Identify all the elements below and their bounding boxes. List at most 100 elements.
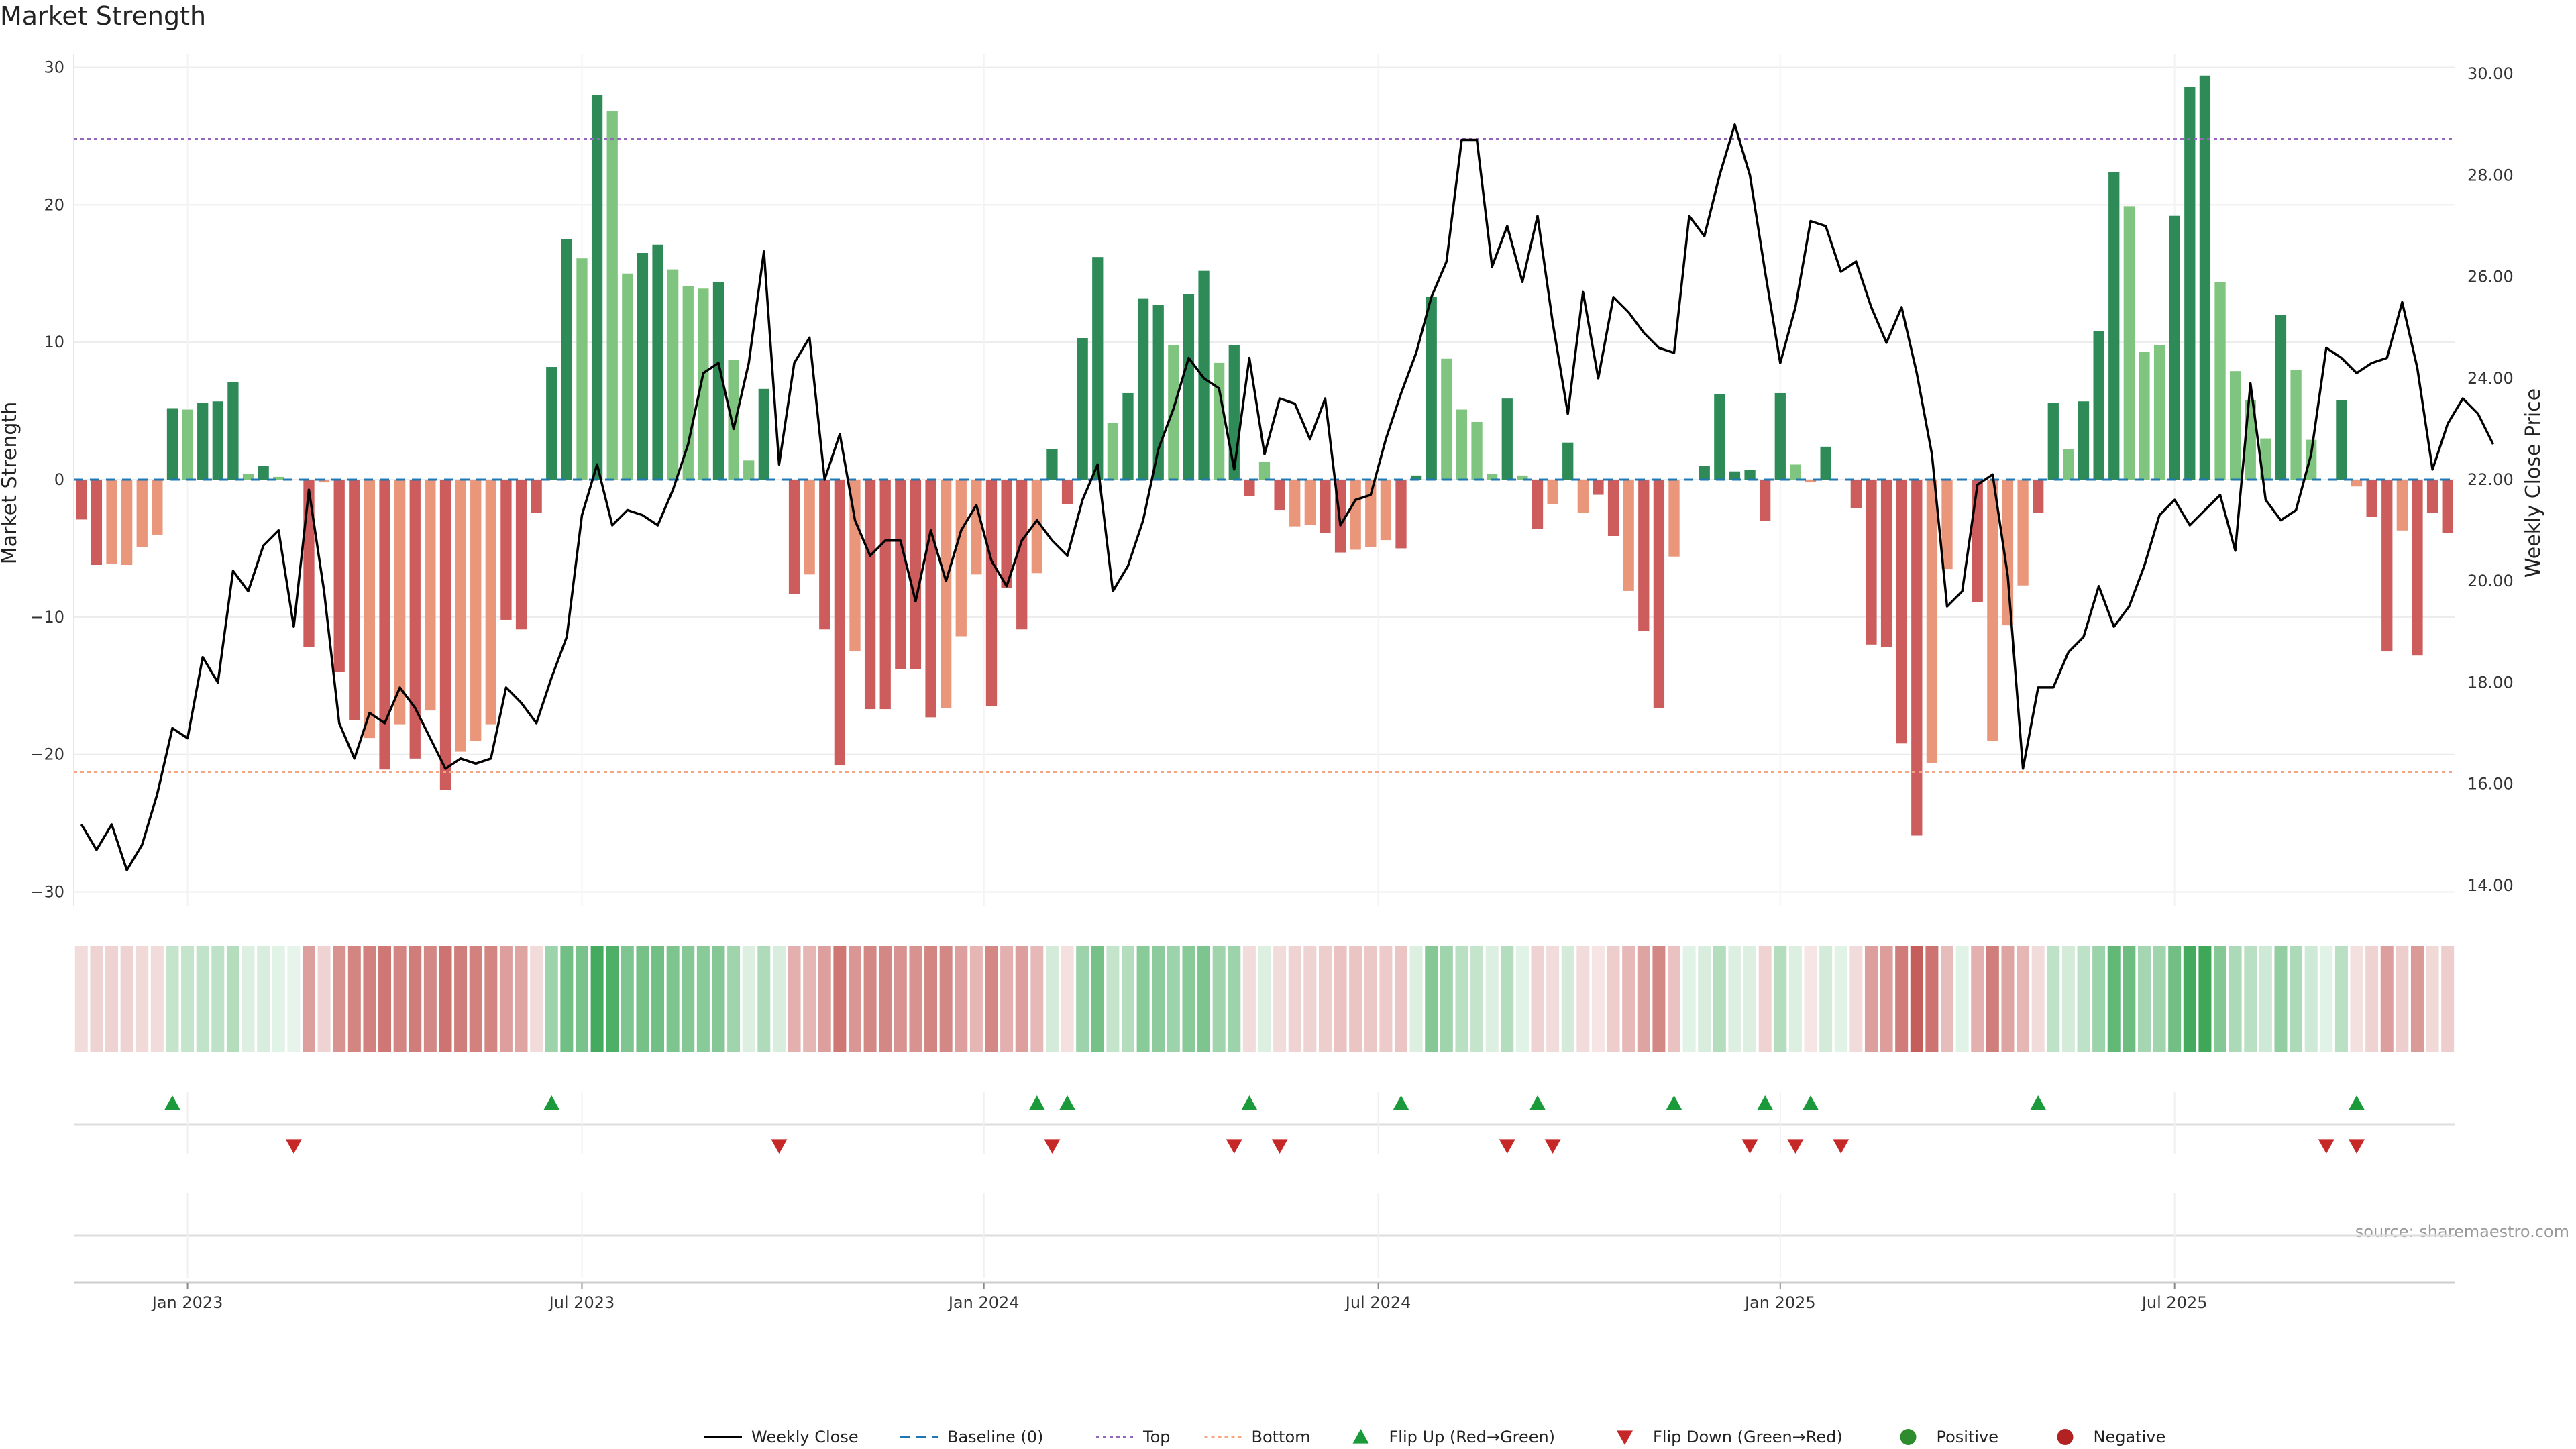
heat-cell (863, 946, 877, 1052)
heat-cell (712, 946, 725, 1052)
strength-bar (1941, 480, 1953, 570)
y-axis-label-right: Weekly Close Price (2522, 388, 2545, 578)
heat-cell (1774, 946, 1787, 1052)
heat-cell (1546, 946, 1560, 1052)
heat-cell (409, 946, 422, 1052)
strength-bar (2108, 172, 2120, 480)
heat-cell (1682, 946, 1696, 1052)
heat-cell (636, 946, 649, 1052)
heat-cell (1668, 946, 1681, 1052)
heat-cell (1349, 946, 1362, 1052)
strength-bar (849, 480, 861, 652)
strength-bar (152, 480, 163, 535)
strength-bar (2063, 449, 2074, 480)
strength-bar (1729, 471, 1741, 480)
heat-cell (682, 946, 695, 1052)
strength-bar (2290, 370, 2302, 480)
left-tick-label: 0 (54, 470, 64, 489)
strength-bar (2351, 480, 2363, 487)
heat-cell (1637, 946, 1650, 1052)
heat-cell (105, 946, 119, 1052)
strength-bar (591, 95, 603, 480)
strength-bar (1744, 470, 1756, 480)
strength-bar (182, 409, 193, 480)
heat-cell (1864, 946, 1878, 1052)
flip-down-marker (1271, 1139, 1288, 1154)
strength-bar (1228, 345, 1240, 480)
heat-cell (1379, 946, 1393, 1052)
strength-bar (76, 480, 87, 520)
strength-bar (637, 253, 649, 480)
strength-bar (1471, 421, 1483, 480)
heat-cell (499, 946, 513, 1052)
strength-bar (2306, 439, 2317, 480)
strength-bar (1258, 462, 1271, 480)
heat-cell (985, 946, 998, 1052)
strength-bar (971, 480, 982, 575)
flip-up-marker (2030, 1095, 2047, 1110)
heat-cell (651, 946, 665, 1052)
heat-cell (347, 946, 361, 1052)
strength-bar (1077, 338, 1088, 480)
heat-cell (2441, 946, 2455, 1052)
strength-bar (1183, 294, 1195, 480)
strength-bar (1774, 392, 1786, 480)
heat-cell (833, 946, 847, 1052)
strength-bar (1577, 480, 1589, 513)
legend: Weekly Close Baseline (0) Top Bottom Flip Up… (704, 1428, 2165, 1446)
flip-down-marker (1741, 1139, 1758, 1154)
heat-cell (1122, 946, 1134, 1052)
heat-cell (2107, 946, 2121, 1052)
strength-bar (895, 480, 906, 669)
heat-cell (1318, 946, 1332, 1052)
heat-cell (1485, 946, 1499, 1052)
left-tick-label: 20 (44, 195, 64, 214)
heat-cell (757, 946, 771, 1052)
strength-bar (1122, 392, 1134, 480)
strength-bar (1274, 480, 1285, 511)
strength-bar (2442, 480, 2453, 533)
strength-bar (166, 408, 178, 480)
heat-cell (2396, 946, 2409, 1052)
heat-cell (2274, 946, 2288, 1052)
heat-cell (2183, 946, 2196, 1052)
strength-bar (1107, 423, 1119, 480)
heat-cell (393, 946, 407, 1052)
strength-bar (561, 239, 573, 480)
flip-down-marker (1544, 1139, 1561, 1154)
heat-cell (1182, 946, 1195, 1052)
heat-cell (1228, 946, 1241, 1052)
heat-cell (317, 946, 331, 1052)
strength-bar (515, 480, 527, 630)
heat-cell (2334, 946, 2348, 1052)
heat-cell (1743, 946, 1757, 1052)
heat-strip (74, 946, 2455, 1052)
strength-bar (1668, 480, 1680, 557)
strength-bar (1547, 480, 1558, 504)
heat-cell (2259, 946, 2272, 1052)
heat-cell (955, 946, 968, 1052)
strength-bar (1638, 480, 1650, 631)
chart-title: Market Strength (0, 1, 207, 31)
source-credit: source: sharemaestro.com (2355, 1222, 2569, 1241)
left-tick-label: 30 (44, 58, 64, 76)
heat-cell (226, 946, 239, 1052)
strength-bar (1623, 480, 1634, 591)
heat-cell (1834, 946, 1847, 1052)
heat-cell (1197, 946, 1211, 1052)
left-tick-label: −30 (30, 883, 64, 902)
strength-bar (2396, 480, 2408, 531)
heat-cell (1652, 946, 1666, 1052)
heat-cell (939, 946, 953, 1052)
strength-bar (2260, 438, 2271, 480)
strength-bar (1714, 394, 1725, 480)
flip-up-marker (543, 1095, 560, 1110)
strength-bar (136, 480, 148, 547)
legend-label: Negative (2094, 1428, 2166, 1446)
strength-bar (227, 382, 239, 480)
strength-bar (364, 480, 376, 739)
legend-label: Positive (1937, 1428, 1999, 1446)
strength-bar (606, 111, 618, 480)
heat-cell (2380, 946, 2394, 1052)
